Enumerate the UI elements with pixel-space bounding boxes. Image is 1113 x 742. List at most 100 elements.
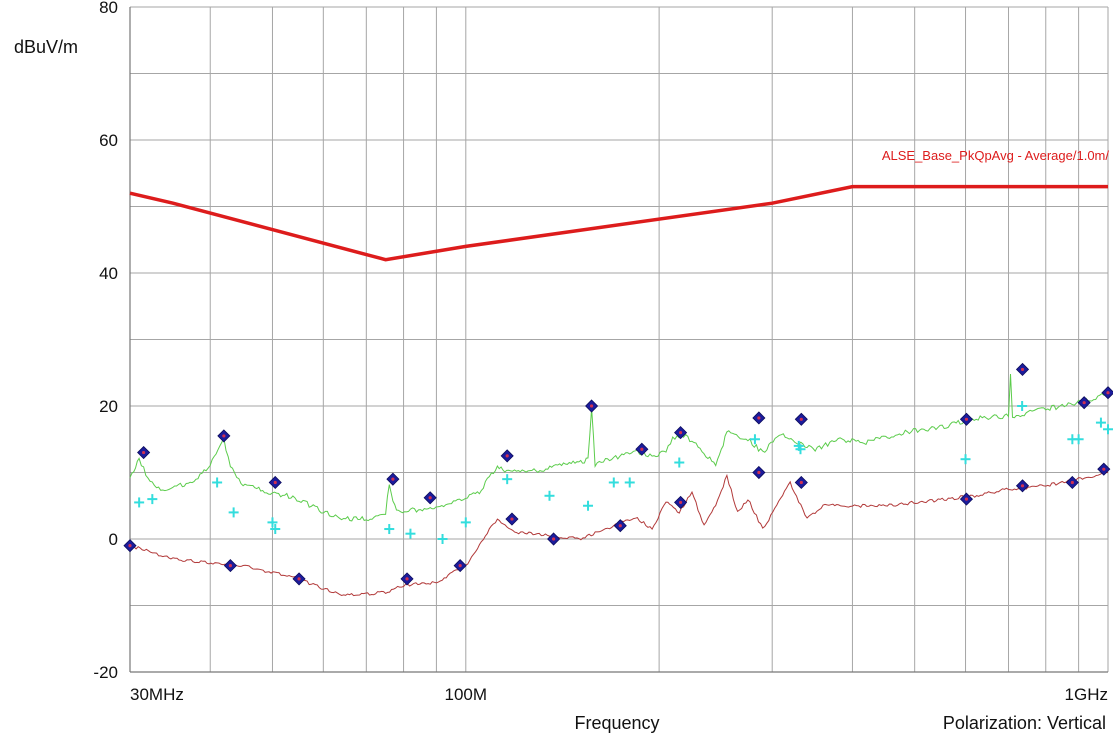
qp-marker	[1073, 434, 1084, 445]
peak-marker-dot	[799, 417, 803, 421]
peak-marker	[1101, 386, 1113, 400]
qp-marker	[134, 497, 145, 508]
qp-marker	[147, 494, 158, 505]
peak-marker	[1065, 475, 1079, 490]
peak-marker	[959, 492, 974, 506]
peak-marker	[674, 495, 688, 509]
peak-marker-dot	[505, 454, 509, 458]
peak-marker-dot	[757, 470, 761, 475]
peak-marker-dot	[222, 434, 226, 438]
qp-marker	[437, 534, 448, 544]
chart-grid	[129, 6, 1109, 673]
peak-marker-dot	[1020, 367, 1025, 372]
peak-marker	[400, 572, 414, 586]
peak-marker-dot	[228, 564, 233, 568]
peak-marker-dot	[678, 500, 683, 505]
peak-marker-dot	[142, 450, 146, 455]
y-tick-label: 80	[99, 0, 118, 17]
qp-marker	[212, 477, 223, 488]
x-tick-label: 30MHz	[130, 685, 184, 704]
x-tick-label: 1GHz	[1065, 685, 1108, 704]
peak-marker	[585, 399, 599, 413]
qp-marker	[624, 477, 635, 488]
qp-marker	[228, 507, 239, 518]
peak-marker-dot	[1106, 391, 1110, 395]
y-tick-label: -20	[93, 663, 118, 682]
peak-marker-dot	[391, 477, 395, 481]
peak-marker	[794, 412, 808, 426]
peak-marker-dot	[1070, 480, 1074, 485]
peak-marker-dot	[510, 517, 514, 521]
peak-marker	[386, 472, 400, 486]
peak-marker	[635, 442, 649, 456]
peak-marker	[123, 539, 137, 553]
peak-trace	[129, 373, 1109, 522]
peak-marker-dot	[273, 480, 277, 485]
polarization-label: Polarization: Vertical	[943, 713, 1106, 733]
peak-marker-dot	[128, 544, 132, 548]
peak-marker	[794, 475, 808, 490]
peak-marker	[268, 475, 282, 490]
peak-marker-dot	[1102, 467, 1106, 471]
qp-marker	[270, 524, 281, 535]
peak-marker	[1015, 479, 1030, 493]
peak-marker-dot	[757, 416, 761, 420]
peak-marker-dot	[297, 577, 301, 581]
peak-marker	[674, 426, 688, 440]
qp-marker	[267, 517, 278, 528]
peak-marker	[505, 512, 519, 526]
peak-marker	[752, 465, 766, 480]
qp-marker	[405, 528, 416, 539]
y-tick-label: 60	[99, 131, 118, 150]
qp-marker	[544, 490, 555, 501]
peak-marker-dot	[640, 447, 644, 451]
peak-marker-dot	[458, 564, 462, 568]
qp-marker	[674, 457, 685, 468]
limit-line-label: ALSE_Base_PkQpAvg - Average/1.0m/	[882, 148, 1110, 163]
peak-marker-dot	[428, 496, 432, 500]
peak-marker	[959, 412, 974, 426]
x-axis-label: Frequency	[574, 713, 659, 733]
chart-series	[123, 184, 1113, 597]
peak-marker-dot	[1020, 484, 1025, 488]
limit-line	[129, 184, 1108, 262]
peak-marker	[1015, 362, 1030, 376]
peak-marker-dot	[618, 524, 622, 528]
qp-marker	[1095, 417, 1106, 428]
peak-marker	[453, 559, 467, 573]
peak-marker-dot	[964, 417, 969, 421]
peak-marker	[613, 519, 627, 533]
peak-marker	[217, 429, 231, 443]
qp-marker	[1017, 401, 1028, 411]
peak-marker	[547, 532, 561, 546]
y-tick-label: 0	[109, 530, 118, 549]
qp-marker	[608, 477, 619, 488]
peak-marker-dot	[551, 537, 556, 541]
qp-marker	[749, 434, 760, 445]
peak-marker-dot	[405, 577, 409, 581]
qp-marker	[460, 517, 471, 528]
peak-marker-dot	[1082, 401, 1086, 405]
peak-marker	[1097, 462, 1111, 476]
y-tick-labels: -20 0 20 40 60 80	[93, 0, 118, 682]
peak-marker-dot	[799, 480, 803, 485]
y-axis-label: dBuV/m	[14, 37, 78, 57]
peak-marker	[223, 559, 237, 573]
peak-marker	[500, 449, 514, 463]
x-tick-labels: 30MHz 100M 1GHz	[130, 685, 1108, 704]
qp-marker	[795, 444, 806, 455]
qp-marker	[384, 524, 395, 535]
peak-marker	[752, 411, 766, 425]
peak-marker	[1077, 396, 1091, 410]
y-tick-label: 20	[99, 397, 118, 416]
qp-marker	[960, 454, 971, 465]
x-tick-label: 100M	[445, 685, 488, 704]
peak-marker-dot	[590, 404, 594, 408]
peak-marker-dot	[964, 497, 969, 501]
qp-marker	[583, 500, 594, 511]
peak-marker	[423, 491, 437, 505]
peak-marker-dot	[678, 431, 683, 435]
y-tick-label: 40	[99, 264, 118, 283]
peak-marker	[137, 445, 151, 460]
